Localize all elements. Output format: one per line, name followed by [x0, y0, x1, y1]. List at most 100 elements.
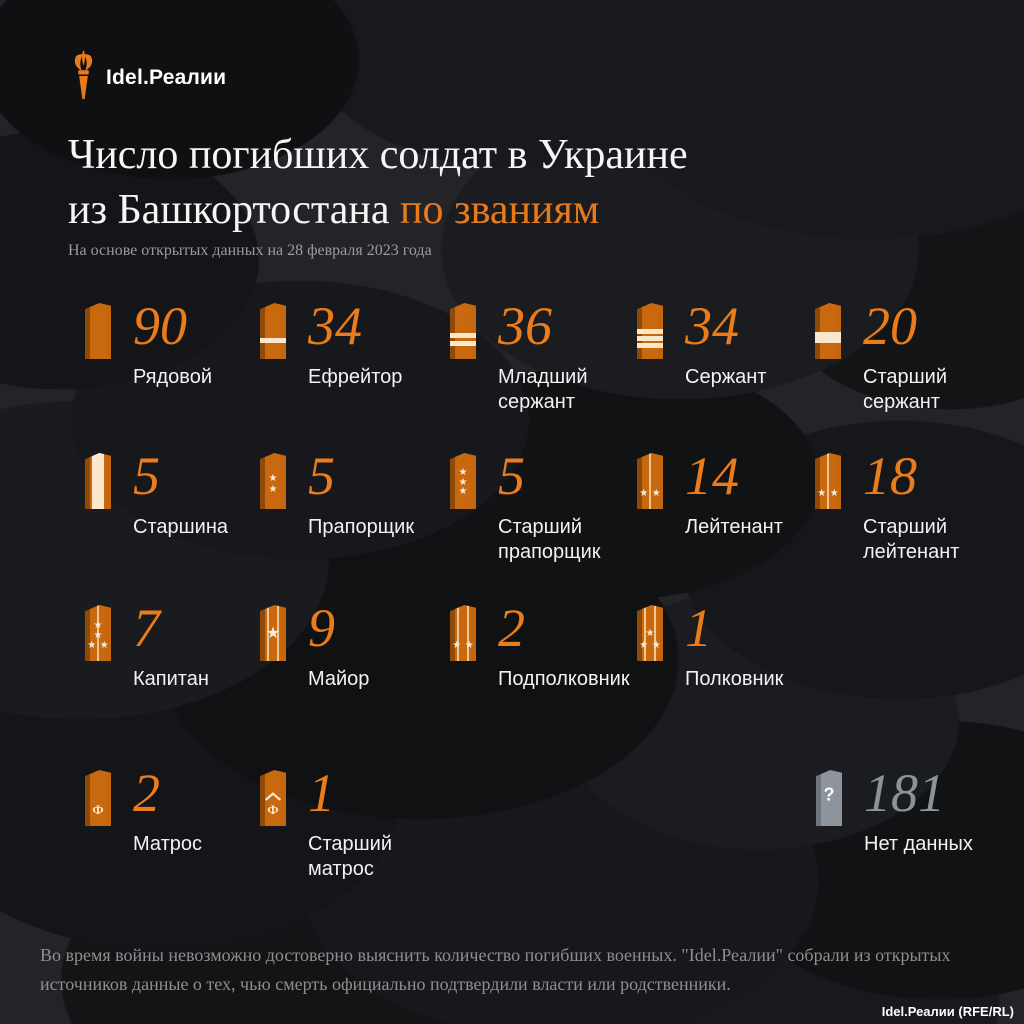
insignia-chevron	[265, 791, 282, 801]
rank-item: Ф 2 Матрос	[85, 766, 265, 857]
rank-insignia: ★ ★	[450, 605, 476, 661]
insignia-question: ?	[823, 784, 835, 805]
rank-label: Старшина	[133, 516, 229, 538]
insignia-star: ★	[87, 640, 97, 652]
rank-insignia	[260, 303, 286, 359]
rank-label: Ефрейтор	[308, 366, 403, 388]
rank-insignia: ★ ★	[637, 453, 663, 509]
rank-insignia	[450, 303, 476, 359]
insignia-star: ★	[645, 628, 655, 640]
rank-label: Сержант	[685, 366, 767, 388]
rank-item: ★ ★ 18 Старший лейтенант	[815, 449, 995, 565]
insignia-stripe	[450, 341, 476, 347]
insignia-stripe	[815, 332, 841, 344]
rank-count: 34	[685, 296, 739, 356]
torch-icon	[70, 50, 97, 105]
rank-count: 2	[498, 598, 525, 658]
rank-label: Младший сержант	[498, 366, 588, 413]
rank-label: Старший прапорщик	[498, 516, 601, 563]
insignia-star: ★	[452, 640, 462, 652]
rank-count: 181	[864, 763, 945, 823]
rank-item: ★ ★ 5 Прапорщик	[260, 449, 440, 540]
rank-count: 34	[308, 296, 362, 356]
insignia-stripe	[827, 453, 829, 509]
rank-item: 5 Старшина	[85, 449, 265, 540]
rank-count: 5	[498, 446, 525, 506]
rank-count: 1	[308, 763, 335, 823]
insignia-stripe	[653, 605, 656, 661]
unknown-insignia: ?	[816, 770, 842, 826]
insignia-stripe	[276, 605, 279, 661]
rank-item: ★ ★ ★ 5 Старший прапорщик	[450, 449, 630, 565]
subtitle: На основе открытых данных на 28 февраля …	[68, 242, 432, 259]
footnote: Во время войны невозможно достоверно выя…	[40, 945, 951, 994]
insignia-letter: Ф	[92, 802, 104, 818]
rank-count: 9	[308, 598, 335, 658]
rank-insignia: ★ ★ ★ ★	[85, 605, 111, 661]
insignia-star: ★	[458, 476, 468, 488]
rank-label: Капитан	[133, 668, 209, 690]
title-line1: Число погибших солдат в Украине	[68, 132, 688, 178]
rank-item: ★ 9 Майор	[260, 601, 440, 692]
insignia-stripe	[260, 337, 286, 343]
rank-insignia	[85, 453, 111, 509]
rank-insignia: ★ ★	[260, 453, 286, 509]
rank-label: Полковник	[685, 668, 784, 690]
insignia-star: ★	[268, 472, 278, 484]
insignia-stripe	[637, 336, 663, 342]
rank-count: 2	[133, 763, 160, 823]
rank-item: 34 Ефрейтор	[260, 299, 440, 390]
rank-item: 20 Старший сержант	[815, 299, 995, 415]
insignia-star: ★	[93, 620, 103, 632]
insignia-stripe	[637, 342, 663, 348]
rank-insignia: ★ ★ ★	[450, 453, 476, 509]
rank-count: 90	[133, 296, 187, 356]
rank-item: 36 Младший сержант	[450, 299, 630, 415]
insignia-star: ★	[639, 640, 649, 652]
rank-count: 14	[685, 446, 739, 506]
insignia-star: ★	[464, 640, 474, 652]
rank-insignia: ★ ★	[815, 453, 841, 509]
insignia-star: ★	[817, 488, 827, 500]
credit: Idel.Реалии (RFE/RL)	[881, 1004, 1014, 1019]
insignia-star: ★	[99, 640, 109, 652]
rank-item: 90 Рядовой	[85, 299, 265, 390]
rank-label: Матрос	[133, 833, 202, 855]
rank-count: 5	[133, 446, 160, 506]
rank-item: ★ ★ ★ ★ 7 Капитан	[85, 601, 265, 692]
rank-insignia: ★	[260, 605, 286, 661]
rank-item: ? 181 Нет данных	[816, 766, 996, 857]
title-line2: из Башкортостана	[68, 187, 390, 233]
insignia-star: ★	[639, 488, 649, 500]
insignia-star: ★	[93, 630, 103, 642]
brand-logo: Idel.Реалии	[70, 50, 226, 105]
rank-item: ★ ★ 2 Подполковник	[450, 601, 630, 692]
rank-count: 1	[685, 598, 712, 658]
rank-insignia	[85, 303, 111, 359]
rank-item: 34 Сержант	[637, 299, 817, 390]
insignia-band	[91, 453, 104, 509]
rank-insignia	[637, 303, 663, 359]
insignia-star: ★	[458, 467, 468, 479]
ranks-grid: 90 Рядовой 34 Ефрейтор 36 Младший сержан…	[85, 299, 973, 903]
rank-count: 18	[863, 446, 917, 506]
insignia-star: ★	[651, 488, 661, 500]
insignia-stripe	[267, 605, 270, 661]
insignia-star: ★	[265, 625, 281, 643]
rank-insignia	[815, 303, 841, 359]
rank-label: Старший лейтенант	[863, 516, 960, 563]
insignia-star: ★	[268, 483, 278, 495]
insignia-star: ★	[458, 486, 468, 498]
insignia-letter: Ф	[267, 802, 279, 818]
rank-count: 7	[133, 598, 160, 658]
rank-label: Рядовой	[133, 366, 212, 388]
rank-count: 36	[498, 296, 552, 356]
rank-label: Старший сержант	[863, 366, 948, 413]
rank-label: Старший матрос	[308, 833, 393, 880]
title-highlight: по званиям	[400, 187, 600, 233]
insignia-stripe	[649, 453, 651, 509]
insignia-stripe	[457, 605, 460, 661]
rank-label: Нет данных	[864, 833, 973, 855]
rank-label: Подполковник	[498, 668, 630, 690]
rank-insignia: Ф	[85, 770, 111, 826]
